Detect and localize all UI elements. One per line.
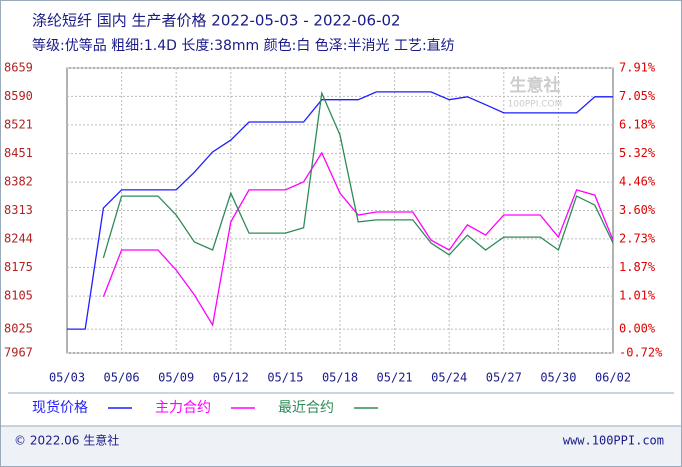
series-line bbox=[67, 91, 613, 330]
y2-tick-label: 7.91% bbox=[619, 61, 656, 75]
y2-tick-label: 6.18% bbox=[619, 118, 656, 132]
y2-tick-label: -0.72% bbox=[619, 346, 663, 360]
y2-tick-label: 0.00% bbox=[619, 322, 656, 336]
watermark: 生意社 bbox=[510, 75, 561, 96]
x-tick-label: 05/03 bbox=[49, 371, 85, 385]
y2-tick-label: 1.01% bbox=[619, 288, 656, 302]
watermark: 100PPI.COM bbox=[508, 100, 563, 110]
x-tick-label: 05/18 bbox=[322, 371, 358, 385]
x-tick-label: 05/06 bbox=[104, 371, 140, 385]
y-tick-label: 7967 bbox=[4, 346, 33, 360]
footer-right: www.100PPI.com bbox=[563, 434, 664, 448]
x-tick-label: 06/02 bbox=[595, 371, 631, 385]
y-tick-label: 8659 bbox=[4, 61, 33, 75]
x-tick-label: 05/24 bbox=[431, 371, 467, 385]
y-tick-label: 8451 bbox=[4, 146, 33, 160]
y2-tick-label: 1.87% bbox=[619, 260, 656, 274]
y-tick-label: 8025 bbox=[4, 322, 33, 336]
chart-title: 涤纶短纤 国内 生产者价格 2022-05-03 - 2022-06-02 bbox=[32, 12, 401, 30]
x-tick-label: 05/30 bbox=[540, 371, 576, 385]
series-line bbox=[102, 90, 614, 259]
y2-tick-label: 7.05% bbox=[619, 89, 656, 103]
y-tick-label: 8313 bbox=[4, 203, 33, 217]
x-tick-label: 05/15 bbox=[267, 371, 303, 385]
legend-label: 现货价格 bbox=[32, 399, 88, 416]
x-tick-label: 05/21 bbox=[377, 371, 413, 385]
y-tick-label: 8244 bbox=[4, 231, 33, 245]
y-tick-label: 8175 bbox=[4, 260, 33, 274]
legend-label: 最近合约 bbox=[278, 400, 334, 416]
y2-tick-label: 4.46% bbox=[619, 174, 656, 188]
y2-tick-label: 5.32% bbox=[619, 146, 656, 160]
x-tick-label: 05/27 bbox=[486, 371, 522, 385]
legend-label: 主力合约 bbox=[155, 400, 211, 416]
footer-left: © 2022.06 生意社 bbox=[14, 433, 119, 448]
y-tick-label: 8521 bbox=[4, 117, 33, 131]
y-tick-label: 8382 bbox=[4, 175, 33, 189]
y-tick-label: 8590 bbox=[4, 89, 33, 103]
y2-tick-label: 3.60% bbox=[619, 203, 656, 217]
x-tick-label: 05/12 bbox=[213, 371, 249, 385]
y-tick-label: 8105 bbox=[4, 289, 33, 303]
y2-tick-label: 2.73% bbox=[619, 232, 656, 246]
footer-bg bbox=[1, 426, 681, 466]
series-line bbox=[102, 151, 614, 327]
chart-subtitle: 等级:优等品 粗细:1.4D 长度:38mm 颜色:白 色泽:半消光 工艺:直纺 bbox=[32, 37, 455, 54]
x-tick-label: 05/09 bbox=[158, 371, 194, 385]
